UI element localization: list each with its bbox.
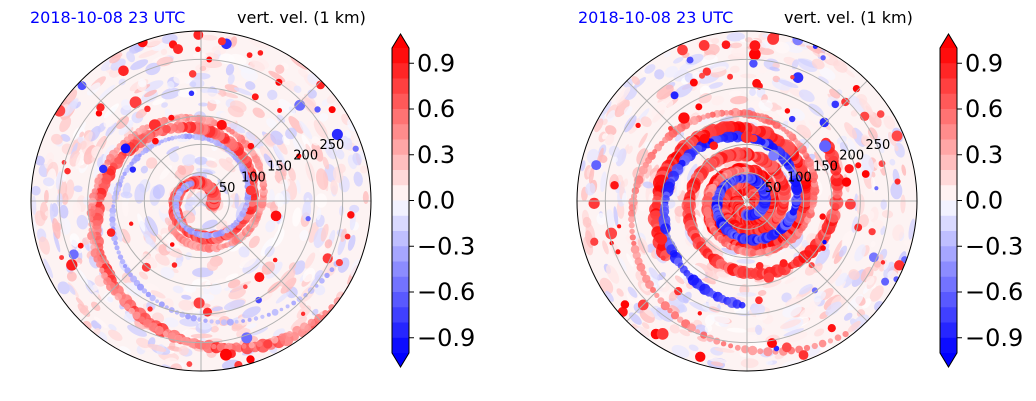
colorbar-level <box>940 200 957 217</box>
colorbar-level <box>940 154 957 171</box>
colorbar-outline <box>391 33 410 368</box>
grid-spoke-225 <box>626 80 748 202</box>
radial-tick-label-200: 200 <box>293 149 318 164</box>
colorbar-level <box>392 124 409 140</box>
colorbar-level <box>392 261 409 278</box>
right-variable-title: vert. vel. (1 km) <box>784 8 913 27</box>
colorbar-level <box>392 337 409 354</box>
colorbar-level <box>392 139 409 156</box>
right-date-title: 2018-10-08 23 UTC <box>578 8 734 27</box>
colorbar-level <box>940 292 957 308</box>
colorbar-level <box>940 93 957 110</box>
polar-outline <box>30 30 372 372</box>
colorbar-level <box>940 261 957 278</box>
colorbar-outline <box>939 33 958 368</box>
radial-tick-label-100: 100 <box>241 170 266 185</box>
colorbar-level <box>940 78 957 95</box>
left-variable-title: vert. vel. (1 km) <box>237 8 366 27</box>
colorbar-level <box>940 231 957 247</box>
colorbar-level <box>940 109 957 125</box>
grid-spoke-45 <box>746 200 868 322</box>
colorbar-level <box>392 63 409 79</box>
radial-tick-label-50: 50 <box>765 181 782 196</box>
colorbar-level <box>392 322 409 339</box>
grid-spoke-135 <box>626 200 748 322</box>
colorbar-level <box>940 307 957 323</box>
colorbar-extend-max <box>392 34 409 48</box>
colorbar-level <box>392 276 409 293</box>
polar-outline <box>576 30 918 372</box>
velocity-field <box>580 31 916 369</box>
polar-grid <box>31 31 371 371</box>
colorbar-level <box>392 215 409 232</box>
colorbar-level <box>392 292 409 308</box>
colorbar-tick-label: −0.9 <box>417 324 475 352</box>
colorbar-tick-label: −0.3 <box>965 232 1023 260</box>
colorbar-level <box>392 200 409 217</box>
colorbar-level <box>940 246 957 262</box>
colorbar-extend-min <box>392 353 409 367</box>
radial-tick-label-50: 50 <box>219 181 236 196</box>
colorbar-level <box>940 124 957 140</box>
grid-spoke-225 <box>80 80 202 202</box>
colorbar-tick-label: 0.0 <box>965 187 1003 215</box>
colorbar-level <box>392 154 409 171</box>
colorbar-level <box>940 337 957 354</box>
polar-grid <box>577 31 917 371</box>
colorbar-level <box>940 322 957 339</box>
radial-tick-label-200: 200 <box>839 149 864 164</box>
colorbar: 0.9 0.6 0.3 0.0 −0.3 −0.6 −0.9 <box>939 33 1023 368</box>
colorbar-level <box>392 231 409 247</box>
colorbar-tick-label: −0.6 <box>965 278 1023 306</box>
colorbar-extend-min <box>940 353 957 367</box>
grid-spoke-135 <box>80 200 202 322</box>
colorbar-level <box>392 307 409 323</box>
colorbar-level <box>940 139 957 156</box>
colorbar-tick-label: 0.3 <box>965 141 1003 169</box>
grid-spoke-45 <box>200 200 322 322</box>
radial-tick-label-100: 100 <box>787 170 812 185</box>
left-panel: 2018-10-08 23 UTC vert. vel. (1 km) 50 10… <box>30 8 475 372</box>
grid-spoke-315 <box>746 80 868 202</box>
colorbar-tick-label: −0.9 <box>965 324 1023 352</box>
colorbar-level <box>940 185 957 201</box>
colorbar-level <box>392 93 409 110</box>
colorbar-level <box>940 276 957 293</box>
colorbar-level <box>940 215 957 232</box>
colorbar-level <box>940 170 957 186</box>
left-date-title: 2018-10-08 23 UTC <box>30 8 186 27</box>
colorbar-level <box>392 78 409 95</box>
colorbar-tick-label: −0.6 <box>417 278 475 306</box>
colorbar-tick-label: 0.9 <box>965 49 1003 77</box>
colorbar-level <box>392 185 409 201</box>
colorbar-extend-max <box>940 34 957 48</box>
colorbar-level <box>392 170 409 186</box>
radial-tick-label-250: 250 <box>319 138 344 153</box>
right-panel: 2018-10-08 23 UTC vert. vel. (1 km) 50 10… <box>548 0 1036 401</box>
colorbar-tick-label: −0.3 <box>417 232 475 260</box>
colorbar-level <box>392 246 409 262</box>
colorbar-level <box>392 48 409 64</box>
colorbar-tick-label: 0.6 <box>417 95 455 123</box>
colorbar-tick-label: 0.3 <box>417 141 455 169</box>
colorbar-tick-label: 0.9 <box>417 49 455 77</box>
radial-tick-label-150: 150 <box>267 159 292 174</box>
colorbar-level <box>940 48 957 64</box>
colorbar-level <box>392 109 409 125</box>
radial-tick-label-250: 250 <box>865 138 890 153</box>
grid-spoke-315 <box>200 80 322 202</box>
colorbar-tick-label: 0.6 <box>965 95 1003 123</box>
colorbar-tick-label: 0.0 <box>417 187 455 215</box>
colorbar: 0.9 0.6 0.3 0.0 −0.3 −0.6 −0.9 <box>391 33 475 368</box>
colorbar-level <box>940 63 957 79</box>
radial-tick-label-150: 150 <box>813 159 838 174</box>
